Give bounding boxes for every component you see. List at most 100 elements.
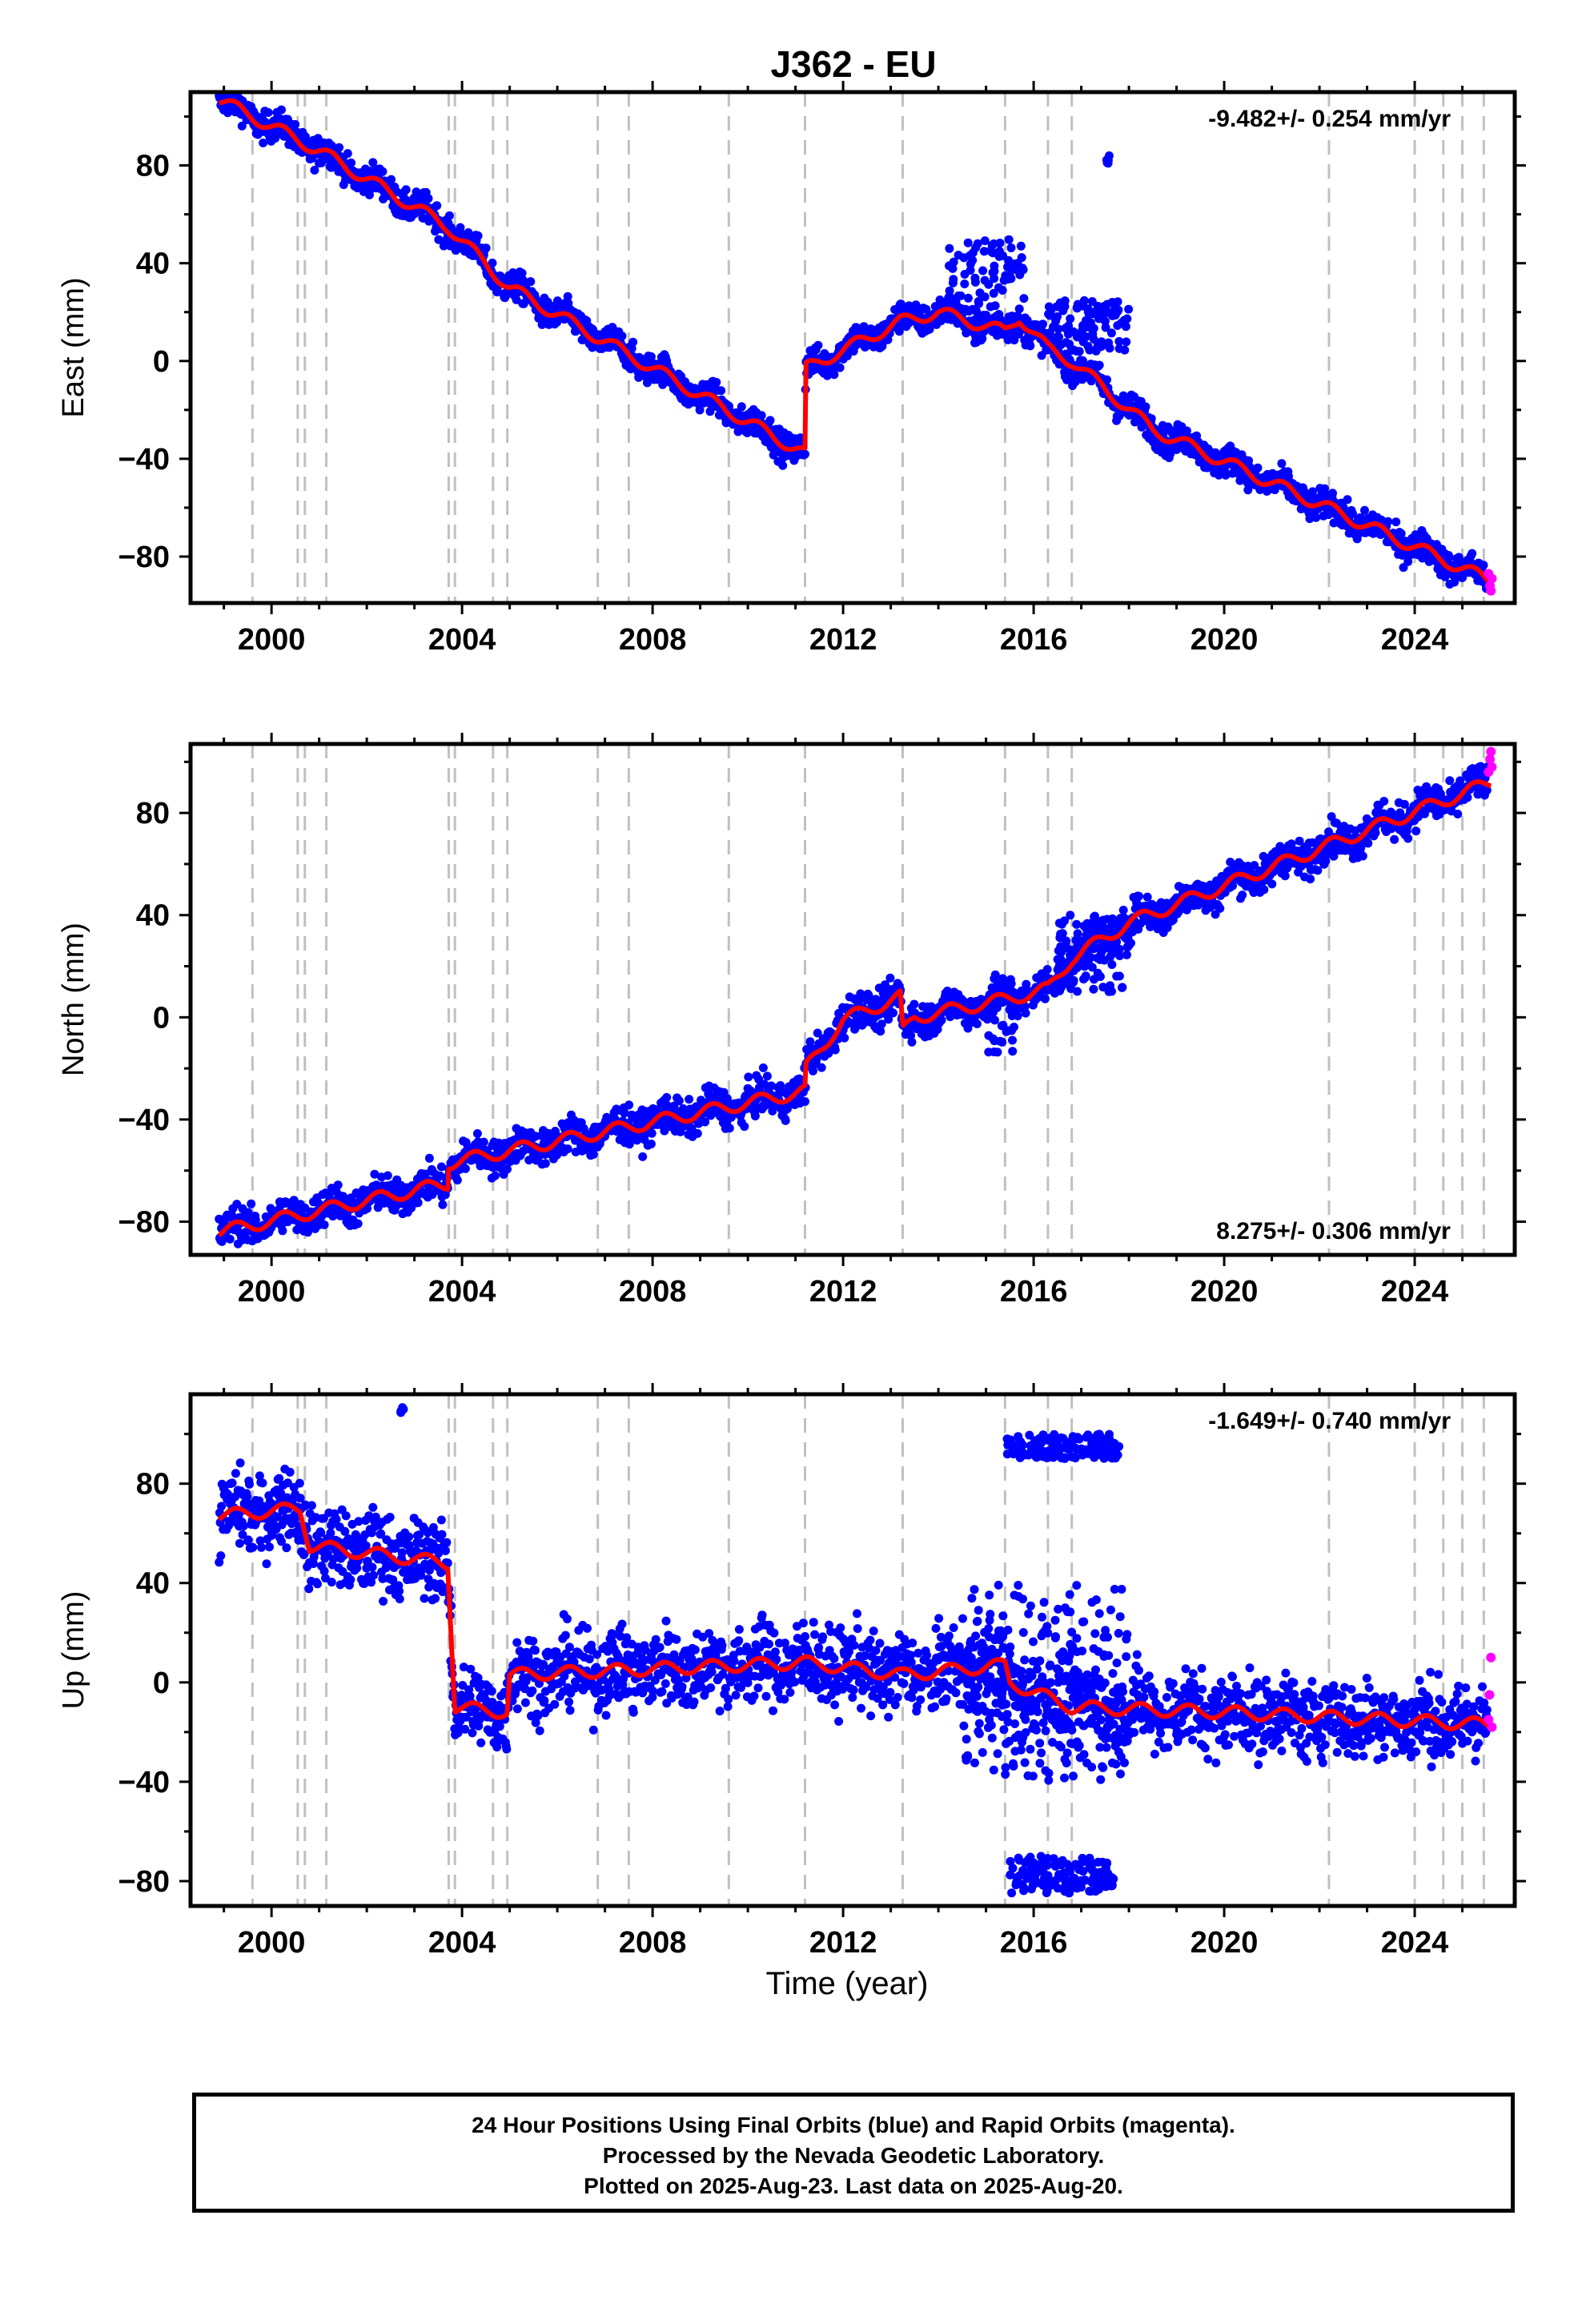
data-point [1004,1026,1014,1035]
data-point [1371,828,1380,838]
data-point [1468,549,1477,558]
data-point [813,1028,822,1038]
data-point [953,302,962,312]
data-point [979,247,989,256]
data-point [519,275,528,285]
data-point [949,275,958,284]
data-point [980,292,990,302]
data-point [988,1008,998,1018]
data-point [378,167,387,176]
data-point [460,1164,470,1173]
data-point [593,330,603,340]
data-point [972,1019,982,1028]
data-point [526,277,536,287]
data-point [432,201,442,211]
data-point [303,1228,312,1237]
data-point [989,288,998,298]
data-point [1042,965,1052,974]
data-point [963,238,973,247]
data-point [995,239,1005,247]
data-point [980,236,990,246]
rapid-orbit-points [1484,569,1497,596]
data-point [401,185,411,195]
data-point [695,405,705,415]
data-point [517,268,527,278]
data-point [1073,300,1082,309]
data-point [343,149,352,159]
data-point [1003,262,1012,271]
data-point [1093,953,1102,963]
data-point [662,1092,672,1102]
data-point [712,377,721,387]
rapid-point [1486,746,1496,757]
y-axis-label: East (mm) [57,277,90,417]
data-point [994,310,1004,319]
data-point [1360,505,1369,515]
plot-area [215,744,1497,1255]
data-point [387,175,396,184]
y-tick-label: 0 [153,345,170,379]
data-point [937,1015,946,1025]
data-point [1118,906,1128,915]
data-point [1081,973,1090,983]
data-point [347,158,356,167]
data-point [319,1220,329,1229]
data-point [1114,336,1124,346]
data-point [687,1124,697,1133]
x-tick-label: 2008 [619,623,687,657]
data-point [1045,311,1054,320]
data-point [980,275,990,285]
data-point [1054,919,1064,928]
data-point [1221,470,1231,480]
data-point [889,1008,897,1018]
y-tick-label: 0 [153,1001,170,1035]
y-tick-label: 40 [136,899,170,933]
data-point [766,1081,776,1091]
x-tick-label: 2024 [1381,1275,1449,1309]
data-point [1343,495,1352,505]
data-point [292,1225,302,1235]
data-point [289,1196,299,1205]
data-point [1162,923,1172,932]
data-point [424,194,433,203]
data-point [231,81,240,90]
data-point [278,1226,287,1236]
data-point [990,301,1000,311]
data-point [552,296,562,306]
data-point [1358,851,1367,861]
data-point [1306,875,1315,884]
data-point [1044,302,1054,312]
data-point [310,166,319,175]
data-point [1078,326,1087,336]
data-point [1090,308,1100,317]
data-point [737,402,746,412]
data-point [1010,988,1019,998]
data-point [1391,517,1401,527]
data-point [1120,345,1130,355]
data-point [333,1180,343,1190]
data-point [999,275,1009,285]
data-point [984,1031,994,1040]
data-point [444,211,454,220]
data-point [1107,298,1117,307]
data-point [744,1072,753,1082]
data-point [1019,294,1029,304]
rapid-point [1487,762,1497,772]
y-tick-label: −80 [118,541,170,574]
data-point [978,334,987,344]
data-point [1040,994,1050,1003]
data-point [945,286,954,296]
data-point [1238,891,1247,900]
data-point [1141,402,1150,412]
data-point [945,243,954,253]
data-point [1097,947,1106,956]
data-point [1403,834,1413,843]
data-point [1082,919,1092,928]
data-point [1073,929,1082,939]
data-point [1080,962,1090,971]
data-point [986,246,996,255]
data-point [1014,304,1024,314]
data-point [962,306,972,315]
data-point [963,293,973,303]
data-point [1020,1002,1030,1011]
